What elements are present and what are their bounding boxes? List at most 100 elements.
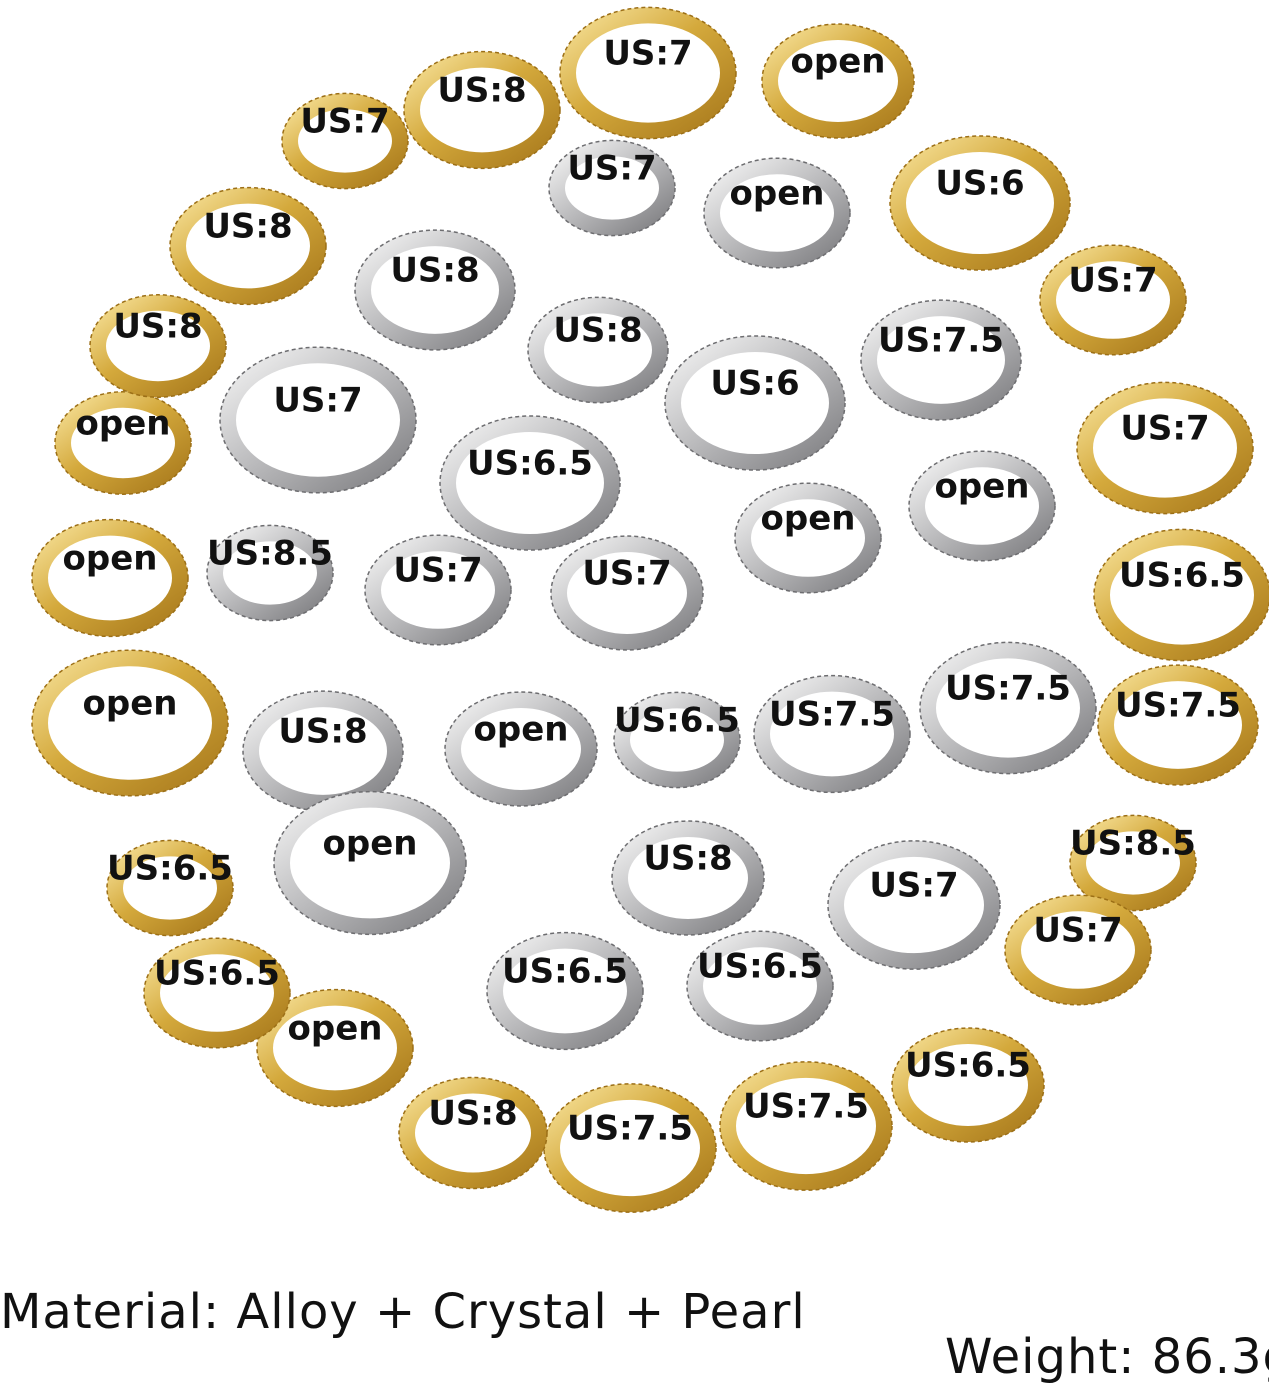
ring: US:6.5 (891, 1027, 1045, 1143)
ring-edge (444, 691, 598, 807)
ring-size-label: open (63, 539, 158, 579)
ring-size-label: US:6 (935, 164, 1024, 204)
ring-edge (548, 139, 676, 237)
ring-size-label: US:6.5 (614, 701, 740, 741)
ring-band (890, 135, 1070, 271)
ring-edge (719, 1061, 893, 1191)
ring-band (861, 300, 1021, 420)
ring-edge (364, 534, 512, 646)
ring: US:7 (1076, 381, 1254, 515)
ring-size-label: US:7 (1033, 911, 1122, 951)
ring-band (920, 642, 1096, 774)
ring: US:6.5 (1093, 528, 1269, 662)
weight-caption: Weight: 86.3g (945, 1329, 1269, 1385)
ring: US:8 (169, 186, 327, 306)
ring: open (703, 157, 851, 269)
ring-size-label: US:6.5 (1119, 556, 1245, 596)
ring-band (365, 535, 511, 645)
ring: US:7.5 (719, 1061, 893, 1191)
ring-band (762, 24, 914, 138)
ring-edge (219, 346, 417, 494)
ring-size-label: open (83, 684, 178, 724)
ring-band (440, 415, 620, 551)
ring-edge (143, 937, 291, 1049)
ring: open (908, 450, 1056, 562)
ring-edge (664, 335, 846, 471)
ring: US:6 (664, 335, 846, 471)
ring-size-label: open (730, 174, 825, 214)
ring-band (828, 840, 1000, 970)
ring-size-label: US:8 (553, 311, 642, 351)
material-caption: Material: Alloy + Crystal + Pearl (0, 1284, 806, 1340)
ring-band (55, 391, 191, 495)
ring: US:7 (1004, 894, 1152, 1006)
ring: US:6.5 (439, 415, 621, 551)
ring: open (761, 23, 915, 139)
rings: US:7 US:8 US:7 open US:6 US:7 US:7 US:6.5 US:7.5… (31, 6, 1269, 1213)
ring-edge (54, 391, 192, 495)
ring-edge (753, 674, 911, 794)
ring-edge (1076, 381, 1254, 515)
ring-band (220, 347, 416, 493)
ring: US:8 (89, 294, 227, 398)
ring-edge (891, 1027, 1045, 1143)
ring-band (1094, 529, 1269, 661)
ring-band (551, 536, 703, 650)
ring-edge (611, 820, 765, 936)
ring: US:7 (559, 6, 737, 140)
ring-edge (889, 135, 1071, 271)
ring: open (273, 790, 467, 936)
ring: US:7.5 (753, 674, 911, 794)
ring-edge (686, 930, 834, 1042)
ring: US:7 (281, 92, 409, 190)
ring-size-label: US:6.5 (467, 444, 593, 484)
ring-edge (559, 6, 737, 140)
ring-size-label: US:6.5 (697, 947, 823, 987)
ring-size-label: US:7 (1120, 409, 1209, 449)
ring-edge (1004, 894, 1152, 1006)
ring: US:7 (219, 346, 417, 494)
ring-edge (908, 450, 1056, 562)
ring-band (487, 932, 643, 1050)
ring-edge (613, 691, 741, 789)
ring-size-label: open (791, 42, 886, 82)
ring: US:7 (1039, 244, 1187, 356)
ring-band (1077, 382, 1253, 514)
ring-edge (527, 296, 669, 404)
ring-size-label: open (935, 467, 1030, 507)
ring-band (549, 140, 675, 236)
ring-size-label: US:7.5 (769, 695, 895, 735)
ring: US:7 (548, 139, 676, 237)
ring-size-label: US:7.5 (945, 669, 1071, 709)
ring-band (355, 230, 515, 350)
ring-size-label: US:6.5 (154, 954, 280, 994)
ring-size-label: open (474, 710, 569, 750)
ring-band (892, 1028, 1044, 1142)
ring-edge (1097, 664, 1259, 786)
ring-band (909, 451, 1055, 561)
ring: US:7.5 (543, 1083, 717, 1213)
ring-edge (354, 229, 516, 351)
ring: US:8 (403, 50, 561, 170)
ring-size-label: US:7 (273, 381, 362, 421)
ring-edge (242, 690, 404, 812)
ring-size-label: US:6.5 (502, 952, 628, 992)
ring-edge (403, 50, 561, 170)
ring: US:7.5 (860, 299, 1022, 421)
ring-edge (256, 988, 414, 1108)
ring-size-label: US:8 (390, 251, 479, 291)
ring: US:8 (354, 229, 516, 351)
ring-edge (206, 524, 334, 622)
ring-size-label: US:8 (437, 71, 526, 111)
ring: US:7 (550, 535, 704, 651)
ring: open (256, 988, 414, 1108)
ring-size-label: US:7.5 (878, 321, 1004, 361)
ring-size-label: US:6.5 (905, 1046, 1031, 1086)
ring: US:8 (398, 1076, 548, 1190)
ring: open (31, 518, 189, 638)
ring-edge (827, 840, 1001, 970)
ring-size-label: open (76, 404, 171, 444)
ring: US:7.5 (1097, 664, 1259, 786)
